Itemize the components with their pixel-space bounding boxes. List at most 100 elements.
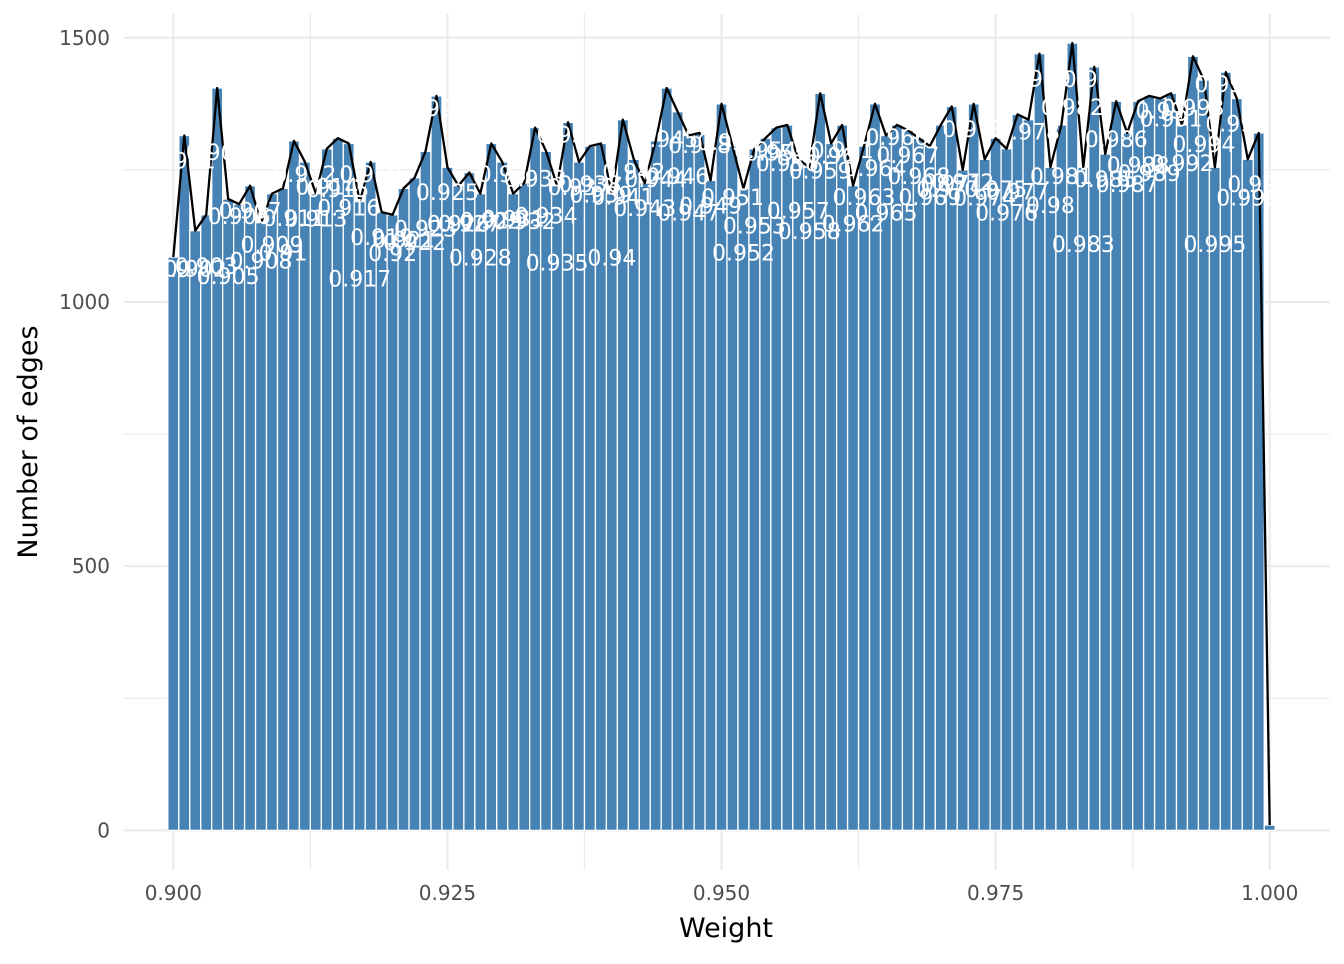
histogram-bar: [978, 158, 991, 832]
bar-series: [167, 42, 1276, 832]
bar-value-label: 0.963: [833, 186, 896, 211]
histogram-bar: [386, 214, 399, 832]
histogram-bar: [1066, 42, 1079, 832]
bar-value-label: 0.969: [898, 186, 961, 211]
bar-value-label: 0.972: [931, 171, 994, 196]
bar-value-label: 0.917: [328, 268, 391, 293]
histogram-bar: [265, 193, 279, 832]
histogram-bar: [276, 187, 290, 832]
bar-value-label: 0.919: [350, 226, 413, 251]
histogram-bar: [178, 134, 191, 832]
histogram-bar: [474, 193, 487, 832]
bar-value-label: 0.956: [756, 152, 819, 177]
histogram-bar: [1241, 158, 1254, 832]
histogram-bar: [857, 145, 871, 832]
bar-value-label: 0.93: [478, 163, 527, 188]
x-tick-label: 0.950: [693, 881, 750, 905]
histogram-bar: [397, 187, 410, 832]
bar-value-label: 0.967: [876, 144, 939, 169]
bar-value-label: 0.912: [273, 163, 336, 188]
bar-value-label: 0.946: [646, 165, 709, 190]
bar-value-label: 0.937: [547, 176, 610, 201]
histogram-bar: [1208, 166, 1222, 832]
bar-value-label: 0.997: [1205, 113, 1268, 138]
histogram-bar: [1121, 132, 1134, 832]
histogram-bar: [222, 198, 235, 832]
histogram-bar: [1263, 824, 1276, 832]
bar-value-label: 0.913: [284, 208, 347, 233]
bar-value-label: 0.987: [1096, 173, 1159, 198]
histogram-bar: [912, 137, 925, 832]
histogram-bar: [890, 124, 904, 832]
bar-value-label: 0.982: [1041, 96, 1104, 121]
y-tick-label: 1000: [59, 290, 110, 314]
bar-value-label: 1: [1263, 878, 1277, 903]
bar-value-label: 0.905: [197, 265, 260, 290]
histogram-bar: [923, 145, 936, 832]
histogram-bar: [901, 129, 915, 832]
histogram-bar: [1252, 132, 1265, 832]
bar-value-label: 0.936: [537, 123, 600, 148]
bar-value-label: 0.976: [975, 202, 1038, 227]
bar-value-label: 0.985: [1074, 168, 1137, 193]
x-axis-title: Weight: [679, 913, 773, 944]
histogram-bar: [605, 193, 619, 832]
bar-value-label: 0.979: [1008, 68, 1071, 93]
histogram-bar: [649, 140, 662, 832]
bar-value-label: 0.948: [668, 134, 731, 159]
bar-value-label: 0.934: [515, 204, 578, 229]
histogram-bar: [1197, 79, 1211, 832]
bar-value-label: 0.952: [712, 241, 775, 266]
bar-value-label: 0.953: [723, 215, 786, 240]
histogram-bar: [1044, 166, 1057, 832]
bar-value-label: 0.984: [1063, 68, 1126, 93]
bar-value-label: 0.968: [887, 165, 950, 190]
histogram-bar: [879, 134, 893, 832]
bar-value-label: 0.988: [1107, 154, 1170, 179]
histogram-bar: [232, 203, 246, 832]
bar-value-label: 0.932: [493, 210, 556, 235]
bar-label-series: 0.90.9010.9020.9030.9040.9050.9060.9070.…: [153, 68, 1290, 903]
histogram-bar: [682, 134, 695, 832]
bar-value-label: 0.951: [701, 186, 764, 211]
bar-value-label: 0.909: [241, 234, 304, 259]
histogram-bar: [375, 211, 388, 832]
bar-value-label: 0.975: [964, 178, 1027, 203]
histogram-bar: [638, 182, 651, 832]
bar-value-label: 0.989: [1118, 162, 1181, 187]
bar-value-label: 0.965: [854, 202, 917, 227]
bar-value-label: 0.959: [789, 159, 852, 184]
bar-value-label: 0.922: [383, 231, 446, 256]
histogram-bar: [846, 185, 860, 832]
bar-value-label: 0.974: [953, 186, 1016, 211]
histogram-bar: [200, 214, 213, 832]
bar-value-label: 0.903: [175, 255, 238, 280]
bar-value-label: 0.955: [745, 142, 808, 167]
histogram-bar: [1132, 100, 1145, 832]
bar-value-label: 0.986: [1085, 128, 1148, 153]
bar-value-label: 0.98: [1026, 194, 1075, 219]
bar-value-label: 0.94: [587, 247, 636, 272]
histogram-bar: [408, 177, 421, 832]
bar-value-label: 0.981: [1030, 165, 1093, 190]
bar-value-label: 0.924: [405, 97, 468, 122]
bar-value-label: 0.99: [1136, 100, 1185, 125]
y-tick-label: 1500: [59, 26, 110, 50]
x-tick-label: 0.975: [967, 881, 1024, 905]
bar-value-label: 0.991: [1140, 107, 1203, 132]
bar-value-label: 0.91: [258, 241, 307, 266]
histogram-bar: [254, 222, 268, 832]
bar-value-label: 0.927: [438, 213, 501, 238]
histogram-bar: [1175, 124, 1189, 832]
bar-value-label: 0.933: [504, 168, 567, 193]
bar-value-label: 0.996: [1194, 73, 1257, 98]
bar-value-label: 0.993: [1161, 96, 1224, 121]
bar-value-label: 0.925: [416, 181, 479, 206]
bar-value-label: 0.901: [153, 150, 216, 175]
histogram-bar: [956, 169, 969, 832]
histogram-bar: [320, 148, 333, 832]
bar-value-label: 0.944: [624, 168, 687, 193]
line-series: [172, 41, 1271, 826]
x-axis-ticks: 0.900 0.925 0.950 0.975 1.000: [145, 881, 1299, 905]
histogram-bar: [803, 166, 816, 832]
